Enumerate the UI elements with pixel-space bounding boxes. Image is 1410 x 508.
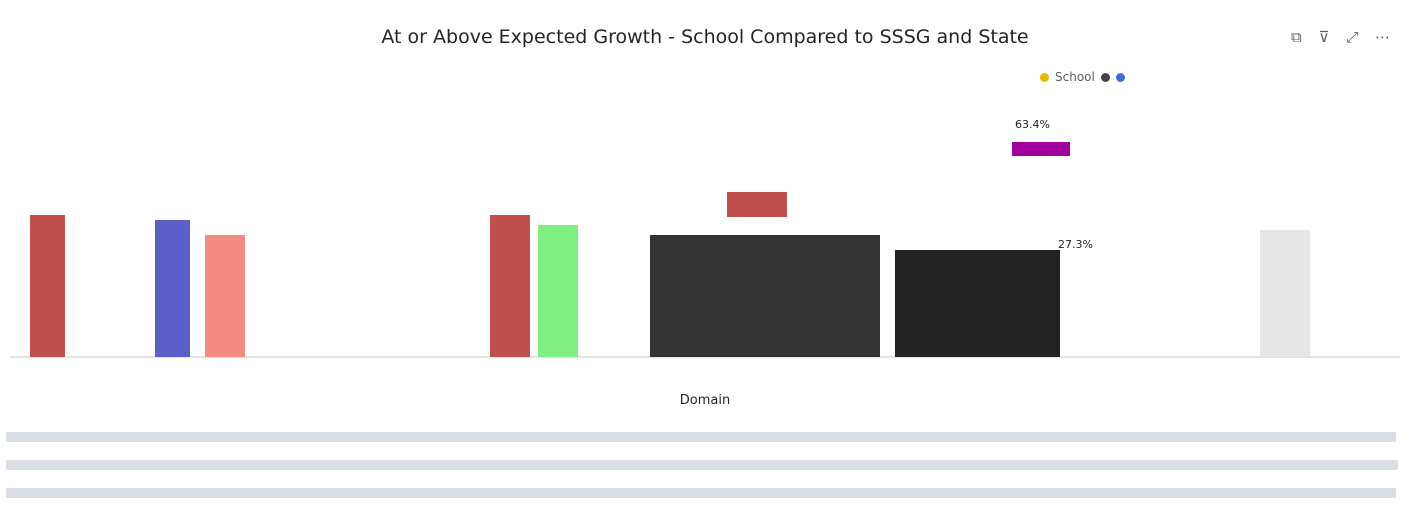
- bar: [155, 220, 190, 357]
- bar: [490, 215, 530, 357]
- bars: [30, 142, 1310, 357]
- bar: [1012, 142, 1070, 156]
- bar: [30, 215, 65, 357]
- bar: [650, 235, 880, 357]
- notes-line: [6, 460, 1398, 470]
- bar: [727, 192, 787, 217]
- data-label: 27.3%: [1058, 238, 1093, 251]
- report-page: At or Above Expected Growth - School Com…: [0, 0, 1410, 508]
- bar: [895, 250, 1060, 357]
- bar: [538, 225, 578, 357]
- chart-area: [0, 0, 1410, 370]
- bar: [205, 235, 245, 357]
- data-label: 63.4%: [1015, 118, 1050, 131]
- notes-line: [6, 488, 1396, 498]
- bar: [1260, 230, 1310, 357]
- x-axis-title: Domain: [0, 393, 1410, 408]
- notes-line: [6, 432, 1396, 442]
